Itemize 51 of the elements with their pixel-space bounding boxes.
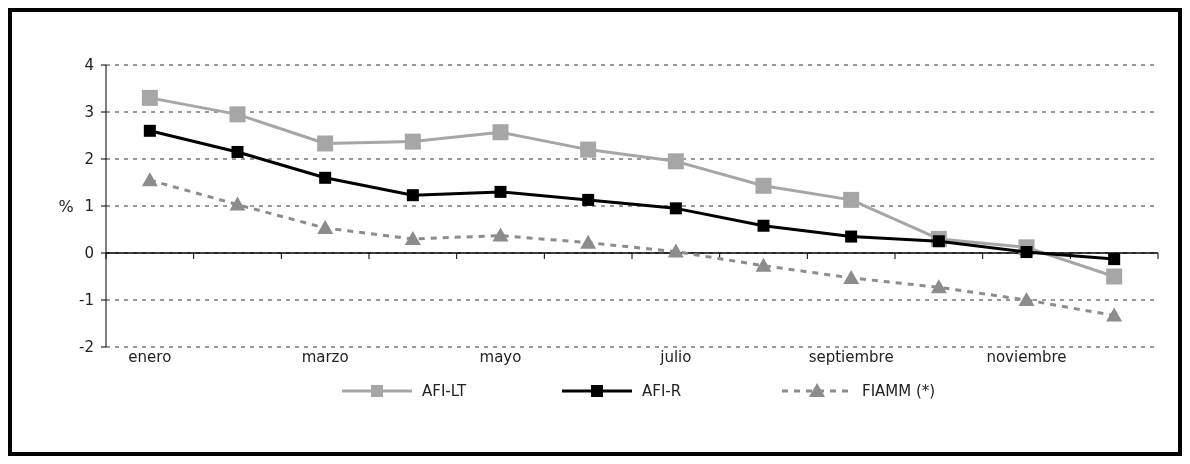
point bbox=[667, 153, 684, 170]
point bbox=[229, 196, 246, 211]
y-tick-label: 2 bbox=[84, 150, 94, 169]
point bbox=[494, 185, 507, 198]
x-tick-label: julio bbox=[659, 348, 692, 366]
point bbox=[1106, 268, 1123, 285]
point bbox=[580, 141, 597, 158]
point bbox=[580, 234, 597, 249]
point bbox=[755, 257, 772, 272]
point bbox=[932, 235, 945, 248]
y-axis-title: % bbox=[58, 196, 74, 216]
point bbox=[930, 279, 947, 294]
point bbox=[667, 243, 684, 258]
point bbox=[231, 145, 244, 158]
y-tick-label: -2 bbox=[79, 338, 94, 357]
point bbox=[229, 106, 246, 123]
y-tick-label: 3 bbox=[84, 103, 94, 122]
point bbox=[1018, 292, 1035, 306]
point bbox=[406, 189, 419, 202]
point bbox=[317, 220, 334, 235]
point bbox=[755, 177, 772, 194]
point bbox=[317, 135, 334, 152]
point bbox=[843, 269, 860, 284]
point bbox=[492, 124, 509, 141]
point bbox=[404, 133, 421, 150]
y-tick-label: -1 bbox=[79, 291, 94, 310]
point bbox=[843, 191, 860, 208]
point bbox=[492, 227, 509, 242]
y-tick-label: 4 bbox=[84, 56, 94, 75]
point bbox=[757, 219, 770, 232]
x-tick-label: septiembre bbox=[808, 348, 894, 366]
point bbox=[1108, 253, 1121, 266]
y-tick-label: 0 bbox=[84, 244, 94, 263]
point bbox=[141, 89, 158, 106]
point bbox=[1020, 246, 1033, 259]
point bbox=[1106, 307, 1123, 322]
legend-label: AFI-LT bbox=[422, 382, 468, 401]
x-tick-label: mayo bbox=[479, 348, 522, 366]
point bbox=[582, 193, 595, 206]
point bbox=[404, 230, 421, 245]
point bbox=[143, 124, 156, 137]
y-tick-label: 1 bbox=[84, 197, 94, 216]
point bbox=[319, 171, 332, 184]
legend-label: FIAMM (*) bbox=[862, 382, 936, 401]
point bbox=[669, 202, 682, 215]
x-tick-label: noviembre bbox=[986, 348, 1067, 366]
point bbox=[141, 172, 158, 187]
legend-label: AFI-R bbox=[642, 382, 682, 401]
point bbox=[845, 230, 858, 243]
x-tick-label: marzo bbox=[301, 348, 349, 366]
x-tick-label: enero bbox=[128, 348, 172, 366]
